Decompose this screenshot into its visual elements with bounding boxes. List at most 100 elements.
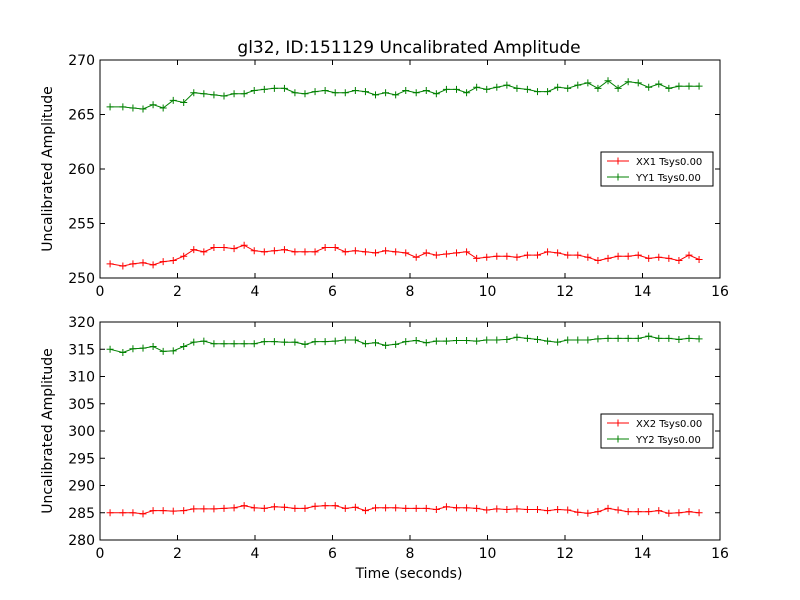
data-point <box>240 502 248 510</box>
data-point <box>453 337 460 345</box>
data-point <box>240 340 248 348</box>
data-point <box>230 245 238 253</box>
top-panel: 0 2 4 6 8 10 12 14 16 250 255 260 265 270 Uncalibrated… <box>40 53 729 300</box>
data-point <box>442 250 450 258</box>
data-point <box>675 257 683 265</box>
data-point <box>695 255 703 263</box>
data-point <box>493 83 501 91</box>
data-point <box>270 247 278 255</box>
data-point <box>119 103 127 111</box>
y-tick-label: 255 <box>68 217 95 233</box>
data-point <box>361 248 369 256</box>
data-point <box>230 90 238 98</box>
data-point <box>634 79 642 87</box>
data-point <box>564 506 572 514</box>
data-point <box>159 347 167 355</box>
data-point <box>675 509 683 517</box>
data-point <box>169 347 177 355</box>
data-point <box>190 89 198 97</box>
data-point <box>331 243 339 251</box>
y-tick-label: 280 <box>68 533 95 549</box>
data-point <box>159 104 167 112</box>
data-point <box>523 505 531 513</box>
data-point <box>361 340 369 348</box>
data-point <box>655 80 663 88</box>
data-point <box>200 505 208 513</box>
y-tick-label: 285 <box>68 506 95 522</box>
y-tick-label: 315 <box>68 342 95 358</box>
data-point <box>584 79 592 87</box>
data-point <box>574 508 582 516</box>
data-point <box>280 338 288 346</box>
y-axis-label: Uncalibrated Amplitude <box>40 86 56 252</box>
data-point <box>149 343 157 351</box>
data-point <box>382 247 390 255</box>
legend-label: XX1 Tsys0.00 <box>636 157 702 168</box>
data-point <box>106 260 114 268</box>
y-tick-label: 290 <box>68 479 95 495</box>
legend-marker <box>614 157 622 165</box>
data-point <box>655 507 663 515</box>
data-point <box>190 338 198 346</box>
x-tick-label: 6 <box>328 284 337 300</box>
data-point <box>361 507 369 515</box>
data-point <box>645 83 653 91</box>
data-point <box>554 249 562 257</box>
data-point <box>695 509 703 517</box>
y-tick-label: 265 <box>68 108 95 124</box>
data-point <box>594 84 602 92</box>
y-tick-label: 260 <box>68 162 95 178</box>
data-point <box>544 88 552 96</box>
data-point <box>250 504 258 512</box>
data-point <box>119 509 127 517</box>
y-tick-label: 250 <box>68 271 95 287</box>
data-point <box>190 505 198 513</box>
data-point <box>240 241 248 249</box>
data-point <box>291 338 299 346</box>
x-tick-label: 12 <box>556 284 574 300</box>
data-point <box>483 336 491 344</box>
data-point <box>412 253 420 261</box>
data-point <box>169 507 177 515</box>
data-point <box>523 251 531 259</box>
data-point <box>574 81 582 89</box>
data-point <box>685 508 693 516</box>
data-point <box>584 253 592 261</box>
data-point <box>260 504 268 512</box>
data-point <box>533 251 541 259</box>
data-point <box>351 336 359 344</box>
x-tick-label: 2 <box>173 284 182 300</box>
x-tick-label: 8 <box>406 284 415 300</box>
data-point <box>624 252 632 260</box>
data-point <box>119 349 127 357</box>
data-point <box>210 505 218 513</box>
legend-marker <box>614 173 622 181</box>
data-point <box>372 91 380 99</box>
data-point <box>533 88 541 96</box>
x-tick-label: 0 <box>96 284 105 300</box>
data-point <box>594 508 602 516</box>
data-point <box>291 504 299 512</box>
x-axis-label: Time (seconds) <box>355 566 463 582</box>
data-point <box>665 334 673 342</box>
data-point <box>695 82 703 90</box>
data-point <box>655 334 663 342</box>
data-point <box>382 504 390 512</box>
legend-label: YY2 Tsys0.00 <box>635 435 701 446</box>
data-point <box>341 89 349 97</box>
data-point <box>513 253 521 261</box>
data-point <box>220 340 228 348</box>
data-point <box>180 99 188 107</box>
data-point <box>432 337 440 345</box>
data-point <box>311 502 319 510</box>
data-point <box>270 503 278 511</box>
data-point <box>624 78 632 86</box>
data-point <box>503 81 511 89</box>
x-tick-label: 0 <box>96 546 105 562</box>
data-point <box>412 337 420 345</box>
data-point <box>331 337 339 345</box>
data-point <box>270 84 278 92</box>
data-point <box>149 507 157 515</box>
data-point <box>149 261 157 269</box>
